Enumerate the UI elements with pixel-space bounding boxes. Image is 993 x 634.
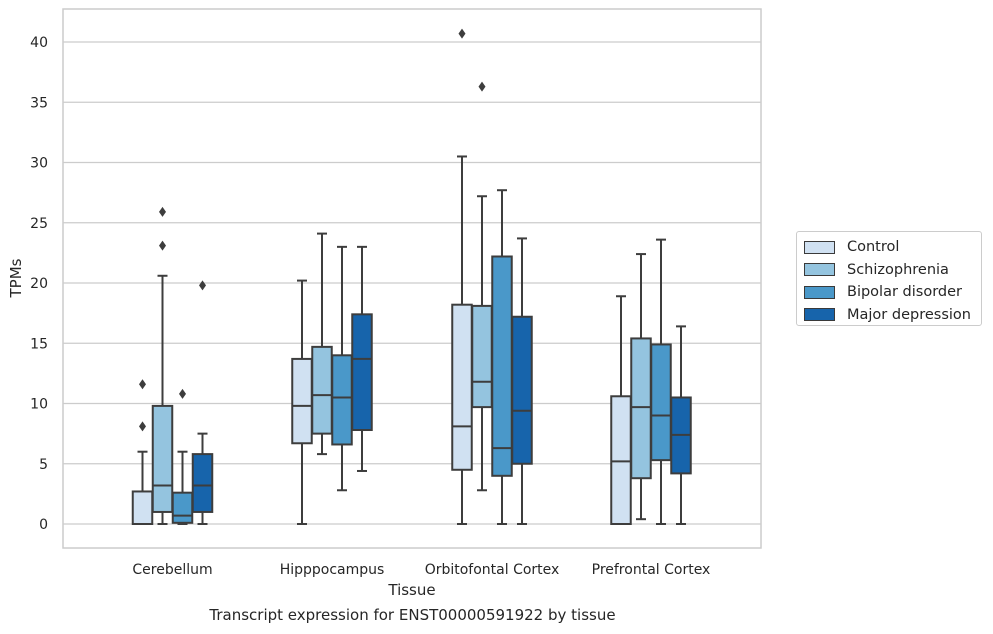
chart-caption: Transcript expression for ENST0000059192… (209, 606, 616, 624)
box-body (311, 345, 333, 435)
y-tick-label: 15 (30, 336, 48, 352)
box-body (131, 490, 154, 525)
legend-label: Bipolar disorder (847, 284, 962, 301)
box-body (511, 315, 533, 465)
box-body (151, 404, 174, 513)
box-bipolar-disorder (331, 245, 353, 492)
box-body (171, 491, 194, 524)
box-major-depression (670, 325, 692, 525)
box-body (630, 337, 652, 480)
legend-item: Major depression (804, 304, 981, 327)
box-body (491, 255, 513, 477)
y-tick-label: 35 (30, 95, 48, 111)
box-body (331, 354, 353, 446)
outlier-point (159, 240, 166, 251)
box-control (131, 379, 154, 525)
x-tick-label: Cerebellum (132, 562, 212, 578)
y-axis-label: TPMs (7, 258, 25, 298)
legend-label: Major depression (847, 306, 971, 323)
legend-swatch (804, 308, 835, 322)
legend-item: Control (804, 236, 981, 259)
outlier-point (139, 421, 146, 432)
box-bipolar-disorder (171, 388, 194, 525)
legend-item: Bipolar disorder (804, 281, 981, 304)
box-schizophrenia (151, 206, 174, 525)
box-body (610, 395, 632, 525)
legend-label: Control (847, 239, 900, 256)
x-axis-label: Tissue (387, 581, 435, 599)
box-body (650, 343, 672, 462)
box-series (131, 28, 692, 525)
outlier-point (179, 388, 186, 399)
outlier-point (478, 81, 486, 92)
y-tick-label: 5 (39, 457, 48, 473)
box-body (451, 303, 473, 471)
x-tick-labels: Cerebellum Hipppocampus Orbitofontal Corte… (132, 562, 710, 578)
box-major-depression (191, 280, 214, 525)
outlier-point (159, 206, 166, 217)
x-tick-label: Orbitofontal Cortex (425, 562, 560, 578)
box-schizophrenia (471, 81, 493, 492)
y-tick-label: 20 (30, 276, 48, 292)
legend-swatch (804, 263, 835, 277)
legend-item: Schizophrenia (804, 259, 981, 282)
y-tick-labels: 0 5 10 15 20 25 30 35 40 (30, 35, 48, 533)
legend-swatch (804, 285, 835, 299)
y-tick-label: 0 (39, 517, 48, 533)
legend-label: Schizophrenia (847, 261, 949, 278)
box-major-depression (351, 245, 373, 472)
y-tick-label: 25 (30, 216, 48, 232)
y-tick-label: 40 (30, 35, 48, 51)
y-tick-label: 10 (30, 397, 48, 413)
legend: Control Schizophrenia Bipolar disorder Majo… (796, 231, 982, 326)
x-tick-label: Prefrontal Cortex (592, 562, 711, 578)
x-tick-label: Hipppocampus (280, 562, 385, 578)
outlier-point (458, 28, 466, 39)
legend-swatch (804, 240, 835, 254)
plot-frame (62, 8, 762, 549)
box-body (191, 453, 214, 513)
box-body (471, 304, 493, 409)
box-body (351, 313, 373, 432)
y-tick-label: 30 (30, 156, 48, 172)
box-body (291, 357, 313, 445)
outlier-point (199, 280, 206, 291)
box-major-depression (511, 237, 533, 525)
outlier-point (139, 379, 146, 390)
